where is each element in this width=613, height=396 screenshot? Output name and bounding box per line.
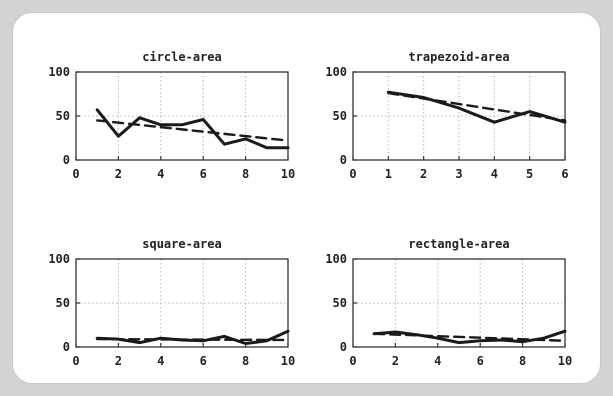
x-tick-label: 6	[200, 167, 207, 181]
y-tick-label: 50	[56, 296, 70, 310]
subplot-title: circle-area	[142, 50, 221, 64]
y-tick-label: 100	[48, 252, 70, 266]
x-tick-label: 6	[561, 167, 568, 181]
subplot-title: trapezoid-area	[408, 50, 509, 64]
x-tick-label: 5	[526, 167, 533, 181]
x-tick-label: 8	[519, 354, 526, 368]
x-tick-label: 3	[455, 167, 462, 181]
x-tick-label: 2	[115, 167, 122, 181]
x-tick-label: 6	[200, 354, 207, 368]
x-tick-label: 4	[491, 167, 498, 181]
y-tick-label: 100	[325, 252, 347, 266]
x-tick-label: 2	[115, 354, 122, 368]
x-tick-label: 8	[242, 167, 249, 181]
x-tick-label: 2	[420, 167, 427, 181]
x-tick-label: 1	[385, 167, 392, 181]
x-tick-label: 8	[242, 354, 249, 368]
y-tick-label: 0	[340, 153, 347, 167]
y-tick-label: 50	[333, 296, 347, 310]
trend-line	[95, 337, 290, 342]
x-tick-label: 10	[281, 167, 295, 181]
y-tick-label: 50	[56, 109, 70, 123]
data-line	[95, 329, 290, 345]
x-tick-label: 4	[157, 354, 164, 368]
y-tick-label: 50	[333, 109, 347, 123]
subplot-title: square-area	[142, 237, 221, 251]
y-tick-label: 100	[48, 65, 70, 79]
subplot-trapezoid-area: 0 1 2 3 4 5 6 0 50 100 trapezoid-area	[325, 50, 568, 181]
subplot-title: rectangle-area	[408, 237, 509, 251]
y-tick-label: 100	[325, 65, 347, 79]
x-tick-label: 6	[477, 354, 484, 368]
x-tick-label: 10	[558, 354, 572, 368]
x-tick-label: 4	[434, 354, 441, 368]
x-tick-label: 4	[157, 167, 164, 181]
data-line	[386, 90, 567, 124]
x-tick-label: 0	[349, 167, 356, 181]
data-line	[95, 108, 290, 150]
trend-line	[373, 332, 567, 342]
x-tick-label: 0	[72, 354, 79, 368]
x-tick-label: 2	[392, 354, 399, 368]
x-tick-label: 0	[72, 167, 79, 181]
y-tick-label: 0	[63, 153, 70, 167]
trend-line	[387, 91, 567, 122]
x-tick-label: 10	[281, 354, 295, 368]
trend-line	[95, 119, 290, 142]
x-tick-label: 0	[349, 354, 356, 368]
figure-card: 0 2 4 6 8 10 0 50 100 circle-area 0 1 2 3 4 5 6 0 50 100 tra…	[12, 12, 601, 384]
y-tick-label: 0	[340, 340, 347, 354]
y-tick-label: 0	[63, 340, 70, 354]
